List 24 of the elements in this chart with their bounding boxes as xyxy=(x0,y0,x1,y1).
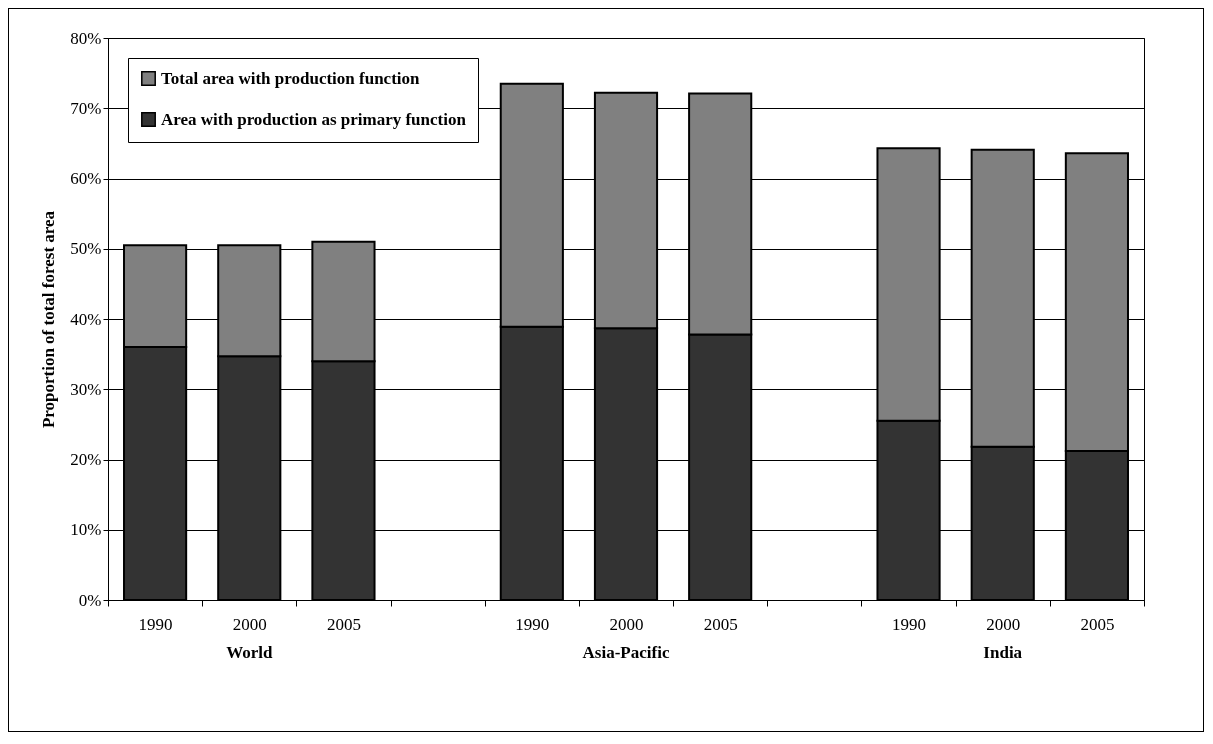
text: Asia-Pacific xyxy=(582,643,670,662)
legend-label: Area with production as primary function xyxy=(161,109,467,129)
y-tick-label: 30% xyxy=(70,379,102,399)
y-tick-label: 70% xyxy=(70,98,102,118)
x-tick-label: 1990 xyxy=(515,614,550,634)
y-tick-label: 20% xyxy=(70,450,102,469)
x-tick-label: 1990 xyxy=(138,614,173,634)
y-axis-title: Proportion of total forest area xyxy=(39,210,59,429)
legend-label: Total area with production function xyxy=(161,68,421,88)
x-tick-label: 2005 xyxy=(1080,614,1115,634)
x-tick-label: 1990 xyxy=(892,614,927,634)
y-tick-label: 0% xyxy=(78,590,102,610)
y-tick-label: 60% xyxy=(70,169,102,188)
text: World xyxy=(226,643,273,662)
y-tick-label: 40% xyxy=(70,309,102,329)
x-tick-label: 2000 xyxy=(232,614,267,634)
x-tick-label: 2000 xyxy=(986,614,1021,634)
x-tick-label: 2005 xyxy=(326,614,361,634)
y-tick-label: 50% xyxy=(70,239,102,259)
x-tick-label: 2000 xyxy=(609,614,644,634)
y-tick-label: 80% xyxy=(70,28,102,48)
x-tick-label: 2005 xyxy=(703,614,738,634)
y-tick-label: 10% xyxy=(70,520,102,540)
text: India xyxy=(983,643,1023,662)
